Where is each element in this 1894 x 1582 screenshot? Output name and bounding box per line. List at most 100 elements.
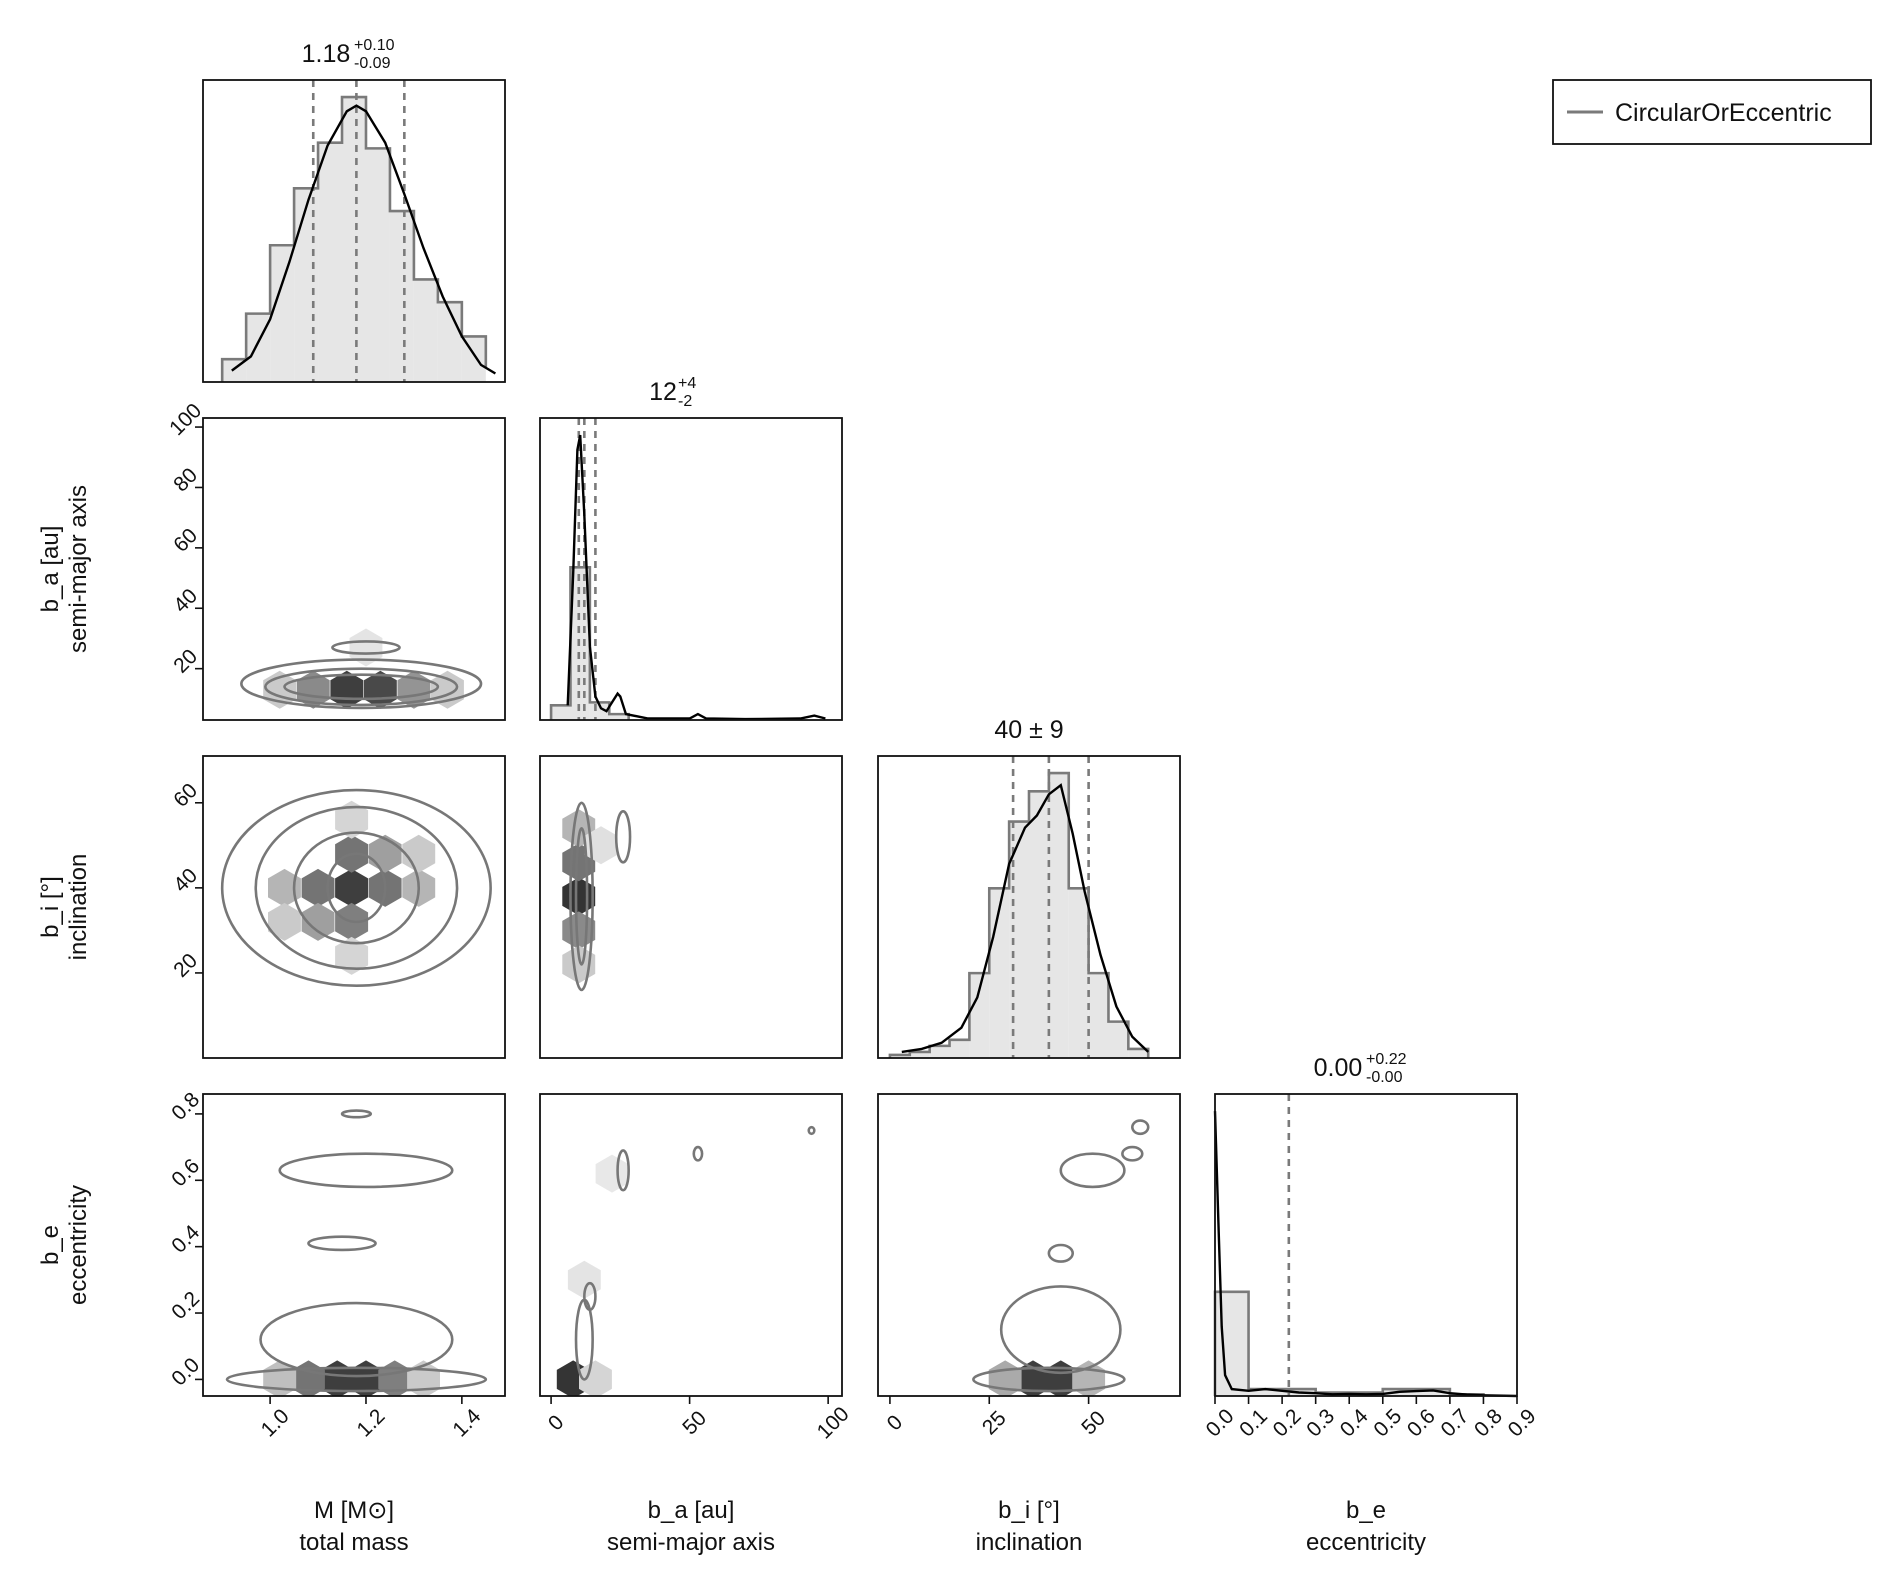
- contour-line: [340, 1109, 373, 1119]
- panel-frame: [877, 755, 1181, 1059]
- y-axis-desc: inclination: [65, 854, 92, 961]
- pair-panel-M-b_i: [202, 755, 506, 1059]
- legend: CircularOrEccentric: [1552, 79, 1872, 145]
- contour-line: [972, 1366, 1126, 1393]
- hist-bar: [1416, 1389, 1450, 1396]
- hexbin-cell: [349, 1360, 383, 1396]
- panel-title: 1.18: [302, 40, 351, 68]
- title-upper-err: +0.10: [354, 37, 395, 54]
- y-tick-label: 100: [165, 399, 206, 440]
- x-tick-label: 0.3: [1302, 1405, 1339, 1442]
- pair-content: [972, 1119, 1150, 1396]
- legend-box: [1552, 79, 1872, 145]
- x-tick-label: 0: [544, 1411, 569, 1436]
- hexbin-cell: [320, 1360, 354, 1396]
- hexbin-cell: [268, 868, 301, 907]
- hexbin-cell: [402, 834, 436, 873]
- y-tick-label: 80: [169, 464, 202, 497]
- contour-line: [616, 1149, 630, 1192]
- contour-line: [1121, 1145, 1144, 1162]
- y-tick-label: 40: [169, 584, 202, 617]
- title-lower-err: -0.09: [354, 55, 391, 72]
- y-tick-label: 20: [169, 949, 202, 982]
- hexbin-cell: [368, 834, 402, 873]
- contour-line: [574, 827, 589, 966]
- x-tick-label: 0.1: [1235, 1405, 1272, 1442]
- hexbin-cell: [335, 800, 369, 839]
- pair-panel-M-b_a: [202, 417, 506, 721]
- hist-step-b_e: [1213, 1290, 1485, 1396]
- hist-bar: [437, 302, 462, 382]
- x-axis-b_e: 0.00.10.20.30.40.50.60.70.80.9 b_eeccentr…: [1202, 1396, 1541, 1556]
- diag-panel-M: 1.18 +0.10-0.09: [202, 37, 506, 383]
- y-axis-b_a: 20 40 60 80 100 b_a [au] semi-major axis: [37, 399, 206, 678]
- pair-content: [225, 1109, 488, 1396]
- contour-line: [254, 805, 459, 970]
- kde-curve-b_e: [1213, 1111, 1518, 1398]
- contour-line: [264, 667, 459, 707]
- panel-title: 0.00: [1314, 1054, 1363, 1082]
- panel-frame: [539, 755, 843, 1059]
- hist-step-M: [220, 95, 488, 382]
- x-tick-label: 0.9: [1504, 1405, 1541, 1442]
- hexbin-cell: [1072, 1360, 1106, 1396]
- contour-line: [225, 1366, 488, 1393]
- hexbin-cell: [579, 1360, 612, 1396]
- x-tick-label: 25: [978, 1407, 1011, 1440]
- hist-bar: [1088, 973, 1109, 1058]
- x-tick-label: 0.7: [1436, 1405, 1473, 1442]
- contour-line: [692, 1145, 704, 1162]
- hist-bar: [949, 1039, 970, 1058]
- contour-line: [307, 1235, 377, 1252]
- hist-step-b_i: [888, 771, 1150, 1058]
- x-axis-M: 1.0 1.2 1.4 M [M⊙] total mass: [257, 1396, 486, 1556]
- hist-bar: [413, 279, 438, 382]
- y-tick-label: 0.0: [167, 1354, 204, 1391]
- pair-panel-b_a-b_e: [539, 1093, 843, 1397]
- y-tick-label: 0.4: [167, 1221, 204, 1258]
- hist-bar: [1068, 888, 1089, 1058]
- pair-content: [562, 801, 632, 992]
- contour-line: [283, 673, 440, 701]
- contour-line: [583, 1281, 597, 1312]
- x-axis-desc: eccentricity: [1306, 1529, 1426, 1556]
- legend-label: CircularOrEccentric: [1615, 99, 1832, 127]
- panel-frame: [202, 79, 506, 383]
- x-axis-desc: inclination: [976, 1529, 1083, 1556]
- x-axis-b_i: 0 25 50 b_i [°] inclination: [883, 1396, 1110, 1556]
- contour-line: [259, 1301, 454, 1378]
- x-tick-label: 100: [813, 1403, 854, 1444]
- diag-panel-b_i: 40 ± 9: [877, 716, 1181, 1059]
- hist-bar: [1009, 821, 1029, 1058]
- hist-bar: [461, 336, 486, 382]
- x-tick-label: 0.4: [1336, 1404, 1373, 1441]
- x-tick-label: 0.0: [1202, 1405, 1239, 1442]
- hexbin-cell: [378, 1360, 412, 1396]
- x-tick-label: 0.5: [1369, 1405, 1406, 1442]
- panel-title: 12: [649, 378, 677, 406]
- title-median: 0.00: [1314, 1054, 1363, 1082]
- x-axis-label: b_e: [1346, 1497, 1386, 1524]
- y-tick-label: 0.2: [167, 1287, 204, 1324]
- diag-panel-b_a: 12 +4-2: [539, 375, 843, 721]
- panel-title: 40 ± 9: [994, 716, 1063, 744]
- hexbin-cell: [335, 936, 369, 975]
- kde-curve-M: [231, 104, 497, 375]
- hexbin-cell: [301, 902, 335, 941]
- hexbin-cell: [292, 1360, 325, 1396]
- contour-line: [292, 831, 421, 945]
- contour-line: [1047, 1243, 1075, 1263]
- contour-line: [240, 658, 483, 710]
- hist-bar: [1048, 773, 1069, 1058]
- title-upper-err: +4: [678, 375, 696, 392]
- panel-frame: [539, 417, 843, 721]
- pair-content: [556, 1125, 816, 1396]
- pair-panel-M-b_e: [202, 1093, 506, 1397]
- hist-bar: [609, 714, 629, 720]
- hexbin-cell: [349, 628, 383, 667]
- panel-frame: [202, 755, 506, 1059]
- x-axis-label: M [M⊙]: [314, 1497, 394, 1524]
- pair-content: [240, 628, 483, 710]
